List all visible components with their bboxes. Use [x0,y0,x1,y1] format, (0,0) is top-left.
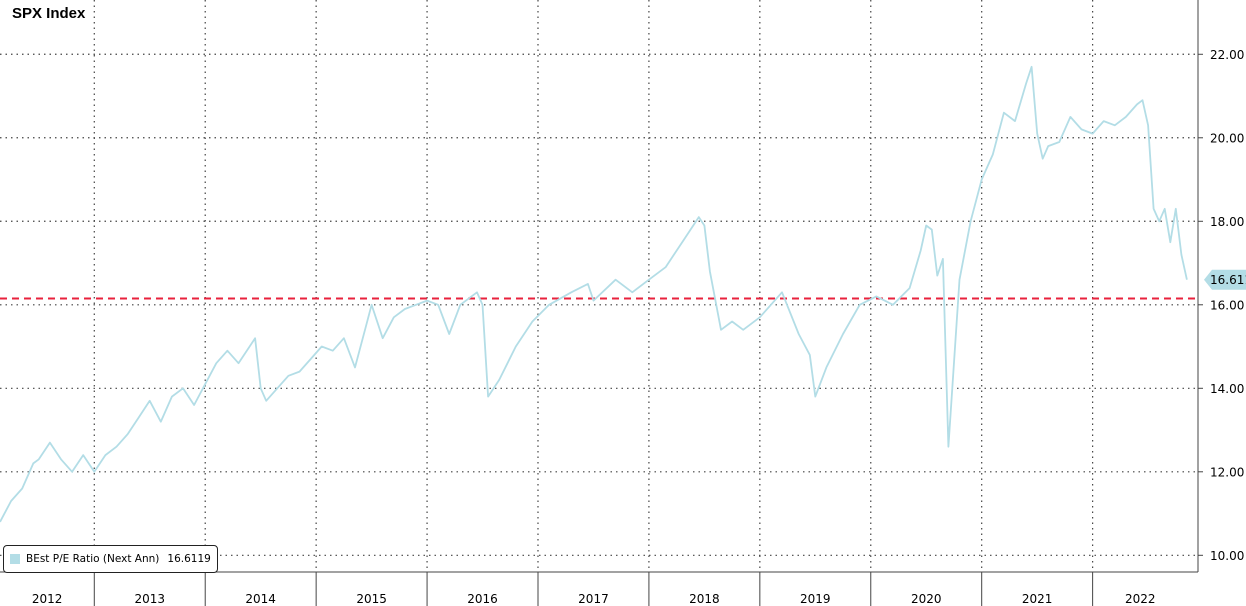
x-tick-label: 2018 [689,592,720,606]
last-value-tag [1204,269,1246,290]
x-tick-label: 2021 [1022,592,1053,606]
legend-series-name: BEst P/E Ratio (Next Ann) [26,553,160,565]
y-axis-ticks: 10.00 12.00 14.00 16.00 18.00 20.00 22.00 [1198,48,1244,563]
x-tick-label: 2015 [356,592,387,606]
x-tick-label: 2016 [467,592,498,606]
axes [0,0,1199,573]
x-tick-label: 2013 [134,592,165,606]
y-tick-label: 18.00 [1210,215,1244,229]
legend: BEst P/E Ratio (Next Ann) 16.6119 [3,545,218,573]
x-tick-label: 2020 [911,592,942,606]
vertical-grid [93,0,1094,572]
y-tick-label: 22.00 [1210,48,1244,62]
last-value-tag-label: 16.611 [1210,273,1246,287]
x-tick-label: 2019 [800,592,831,606]
series-line [0,65,1188,523]
chart-title: SPX Index [12,5,86,22]
series-group [0,65,1188,523]
y-tick-label: 12.00 [1210,465,1244,479]
x-tick-label: 2014 [245,592,276,606]
y-tick-label: 10.00 [1210,549,1244,563]
last-value-tag-group: 16.611 [1204,269,1246,290]
horizontal-grid [0,53,1198,556]
legend-swatch [10,554,20,564]
x-tick-label: 2012 [32,592,63,606]
y-tick-label: 20.00 [1210,131,1244,145]
x-tick-label: 2022 [1125,592,1156,606]
x-axis-ticks: 2012 2013 2014 2015 2016 2017 2018 2019 2020 2021… [32,572,1156,606]
y-tick-label: 14.00 [1210,382,1244,396]
legend-last-value: 16.6119 [167,553,211,565]
y-tick-label: 16.00 [1210,298,1244,312]
x-tick-label: 2017 [578,592,609,606]
